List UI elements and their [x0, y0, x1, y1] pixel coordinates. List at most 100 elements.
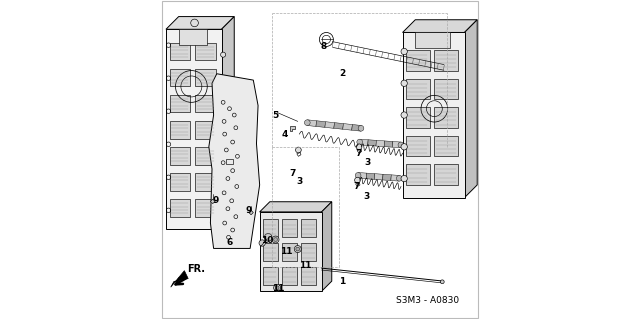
Bar: [170, 199, 191, 217]
Text: 2: 2: [339, 69, 346, 78]
Text: 10: 10: [261, 236, 274, 245]
Bar: [195, 43, 216, 60]
Text: 11: 11: [273, 284, 285, 293]
Circle shape: [401, 48, 407, 55]
Bar: [170, 147, 191, 165]
Bar: [227, 159, 234, 164]
Bar: [415, 33, 450, 48]
Polygon shape: [209, 74, 260, 249]
Circle shape: [294, 246, 301, 253]
Circle shape: [221, 201, 226, 206]
Bar: [260, 212, 321, 291]
Circle shape: [221, 52, 226, 57]
Bar: [282, 267, 297, 285]
Polygon shape: [391, 175, 399, 181]
Bar: [406, 50, 429, 70]
Polygon shape: [384, 141, 393, 147]
Circle shape: [401, 80, 407, 86]
Polygon shape: [368, 140, 376, 146]
Bar: [195, 95, 216, 113]
Polygon shape: [221, 17, 234, 229]
Polygon shape: [366, 173, 375, 179]
Polygon shape: [321, 202, 332, 291]
Text: 5: 5: [273, 111, 278, 120]
Bar: [195, 69, 216, 86]
Bar: [170, 173, 191, 191]
Bar: [195, 121, 216, 138]
Polygon shape: [211, 199, 215, 204]
Text: 7: 7: [355, 149, 362, 158]
Bar: [170, 69, 191, 86]
Circle shape: [272, 236, 279, 243]
Circle shape: [355, 177, 360, 183]
Polygon shape: [325, 122, 335, 128]
Polygon shape: [290, 126, 294, 131]
Bar: [263, 219, 278, 237]
Circle shape: [355, 173, 361, 178]
Text: 9: 9: [212, 196, 218, 205]
Polygon shape: [360, 139, 368, 145]
Circle shape: [401, 112, 407, 118]
Bar: [282, 219, 297, 237]
Polygon shape: [383, 174, 391, 181]
Text: 3: 3: [296, 177, 303, 186]
Circle shape: [274, 284, 280, 291]
Circle shape: [401, 175, 407, 182]
Circle shape: [264, 234, 272, 241]
Bar: [406, 164, 429, 185]
Circle shape: [398, 142, 404, 148]
Circle shape: [357, 139, 362, 145]
Bar: [406, 136, 429, 156]
Circle shape: [221, 89, 226, 94]
Text: 9: 9: [245, 206, 252, 215]
Bar: [263, 267, 278, 285]
Bar: [301, 243, 316, 261]
Bar: [406, 78, 429, 99]
Text: 3: 3: [365, 158, 371, 167]
Text: S3M3 - A0830: S3M3 - A0830: [396, 296, 460, 305]
Polygon shape: [260, 202, 332, 212]
Polygon shape: [343, 123, 353, 130]
Polygon shape: [376, 140, 385, 147]
Text: FR.: FR.: [188, 264, 205, 274]
Bar: [195, 199, 216, 217]
Circle shape: [440, 280, 444, 284]
Text: 1: 1: [339, 277, 346, 286]
Circle shape: [401, 144, 407, 150]
Bar: [170, 95, 191, 113]
Polygon shape: [334, 122, 344, 129]
Text: 11: 11: [280, 247, 293, 256]
Circle shape: [259, 240, 266, 246]
Text: 7: 7: [353, 182, 360, 191]
Bar: [179, 29, 207, 45]
Polygon shape: [465, 20, 477, 197]
Text: 3: 3: [363, 191, 369, 201]
Polygon shape: [307, 120, 317, 126]
Bar: [435, 164, 458, 185]
Bar: [282, 243, 297, 261]
Bar: [195, 147, 216, 165]
Circle shape: [274, 238, 278, 241]
Polygon shape: [403, 20, 477, 33]
Bar: [403, 33, 465, 197]
Polygon shape: [316, 121, 326, 127]
Polygon shape: [166, 17, 234, 29]
Circle shape: [275, 286, 279, 290]
Polygon shape: [171, 271, 188, 287]
Circle shape: [221, 164, 226, 169]
Text: 11: 11: [300, 261, 312, 271]
Text: 8: 8: [320, 42, 326, 51]
Bar: [170, 43, 191, 60]
Text: 7: 7: [290, 169, 296, 178]
Bar: [301, 219, 316, 237]
Polygon shape: [358, 173, 367, 179]
Bar: [435, 78, 458, 99]
Bar: [406, 107, 429, 128]
Text: 6: 6: [227, 238, 232, 247]
Bar: [166, 29, 221, 229]
Bar: [170, 121, 191, 138]
Circle shape: [356, 144, 362, 150]
Polygon shape: [392, 142, 401, 148]
Bar: [435, 50, 458, 70]
Circle shape: [396, 175, 402, 181]
